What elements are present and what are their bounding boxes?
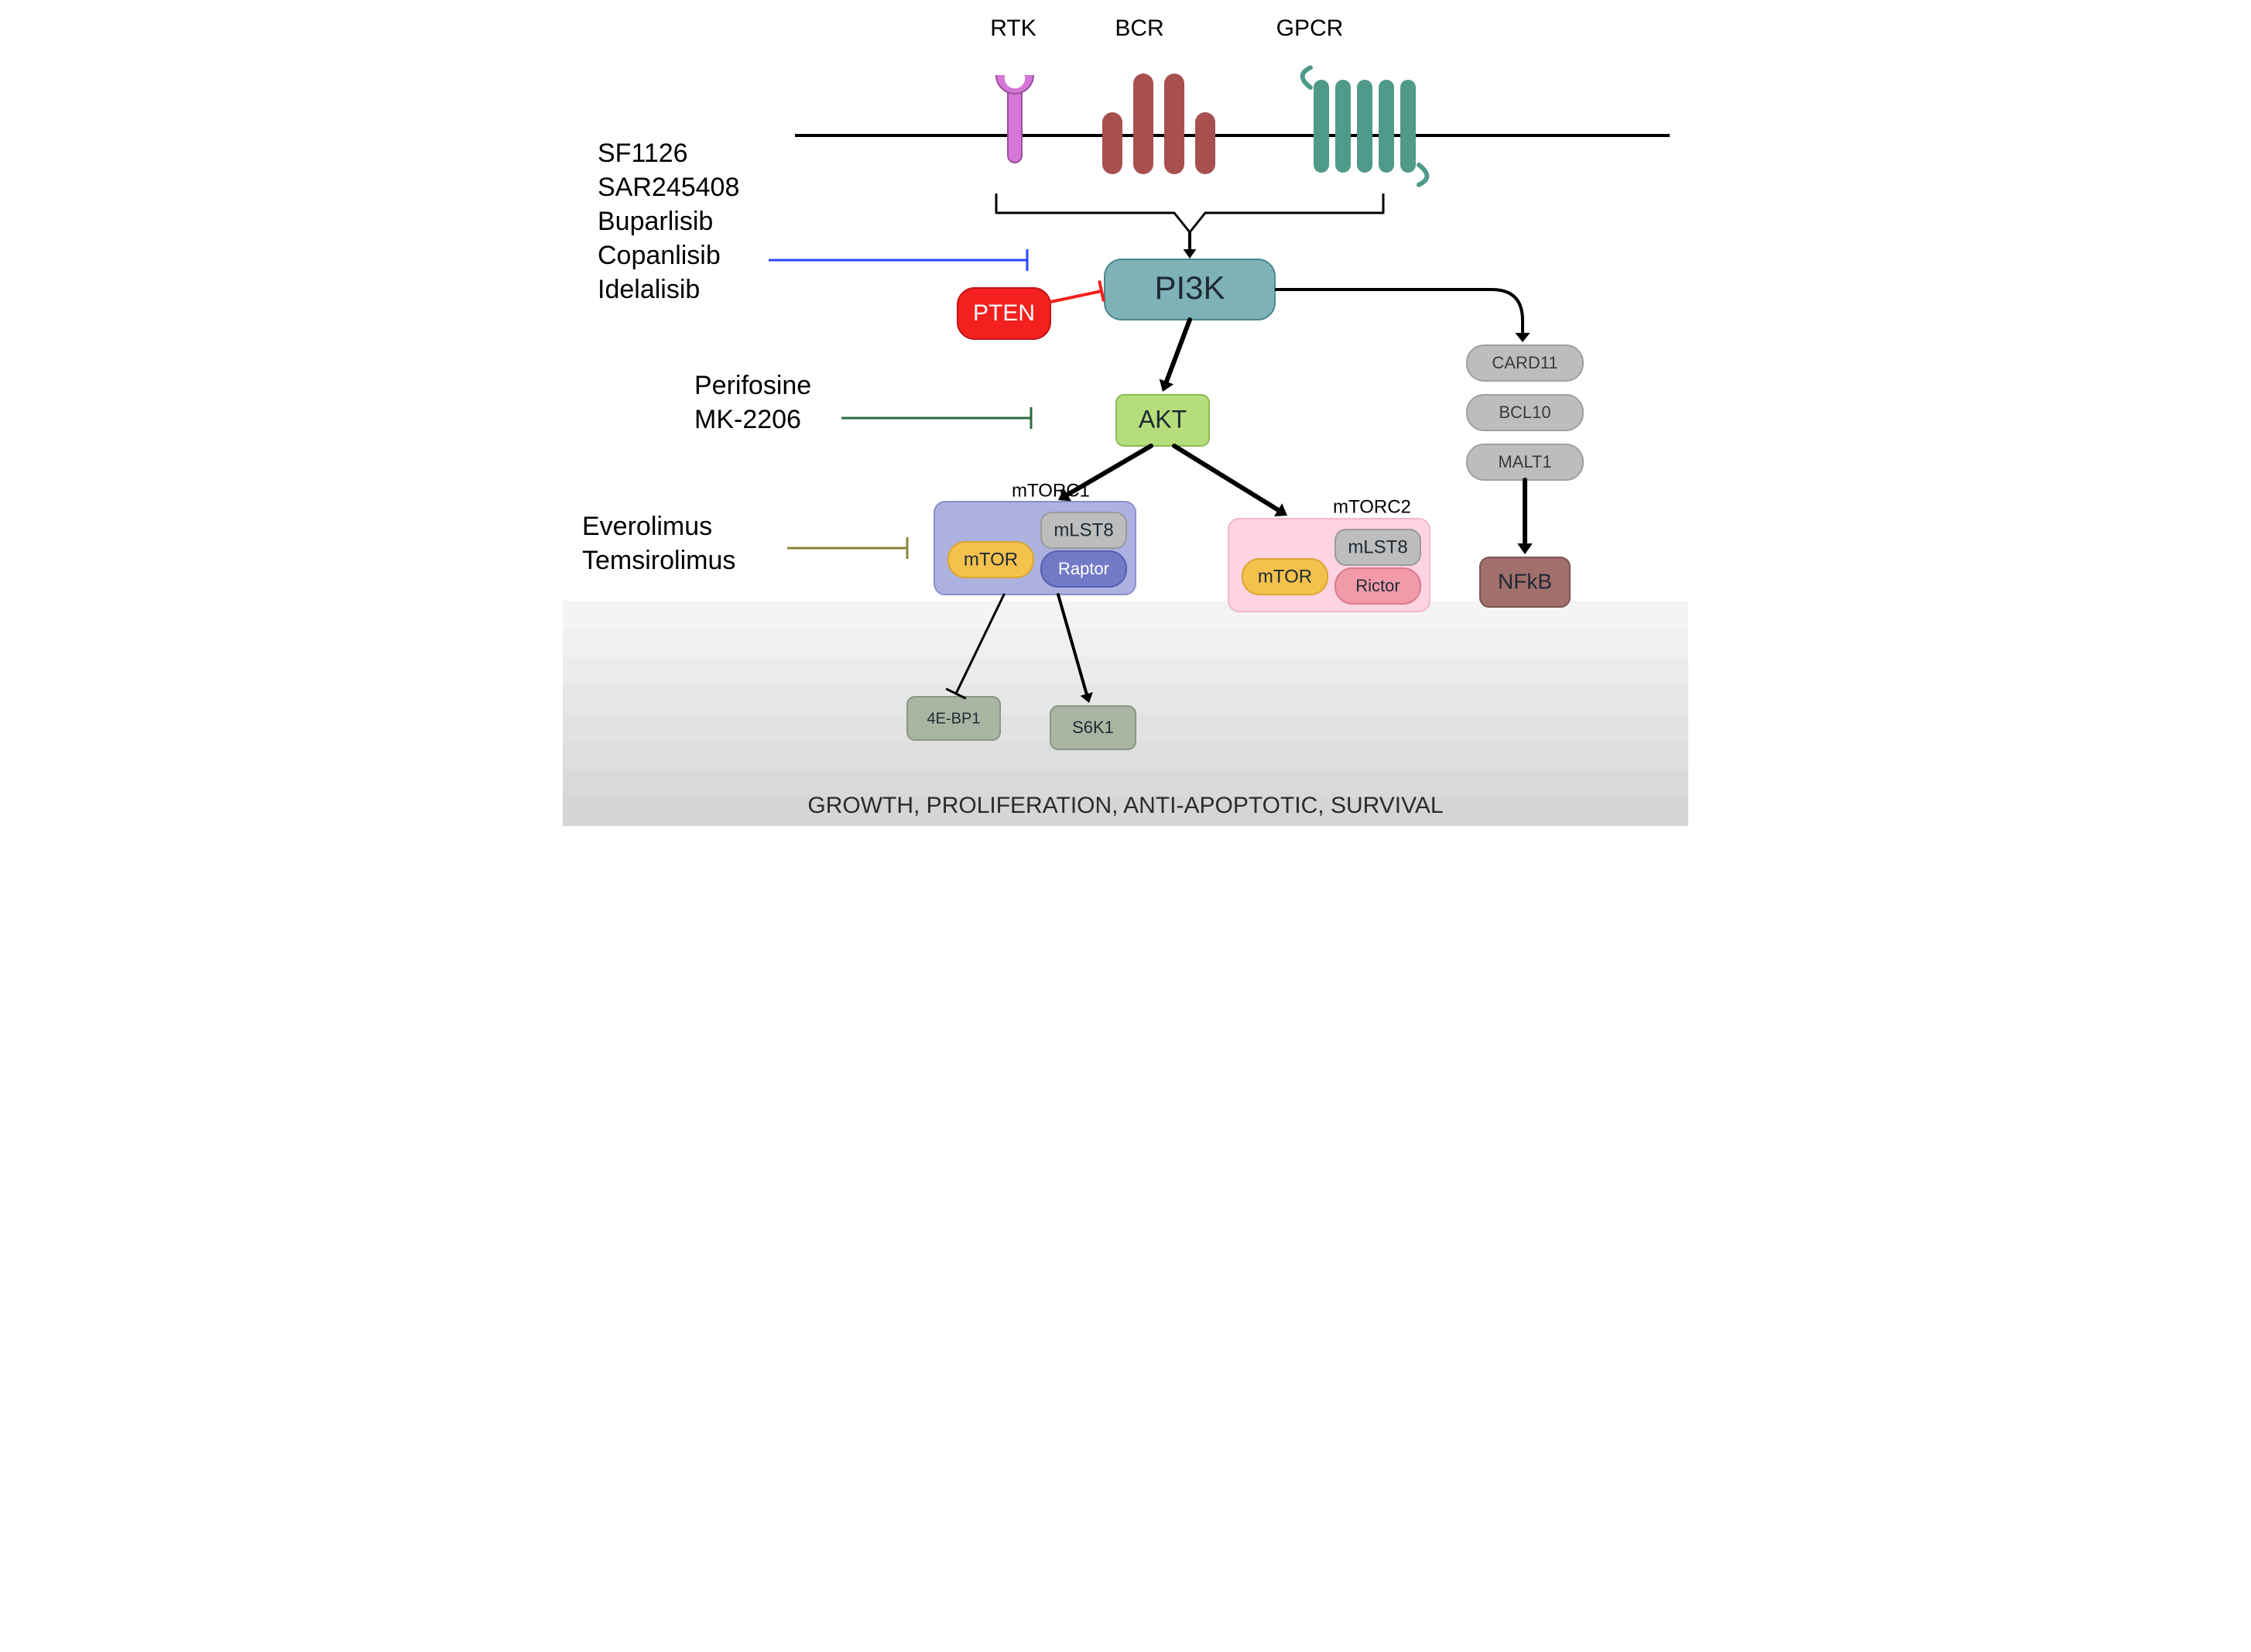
inhibit-pten-to-pi3k <box>1050 282 1103 302</box>
pi3k_inhibitors-item-4: Idelalisib <box>598 275 700 304</box>
mtor_inhibitors-item-1: Temsirolimus <box>582 546 735 575</box>
nfkb-node: NFkB <box>1480 557 1570 607</box>
pi3k-node: PI3K <box>1105 259 1275 320</box>
pathway-diagram: RTK BCR GPCR SF1126 SAR245408 Buparlisib Copan… <box>563 0 1688 826</box>
pten-node: PTEN <box>958 288 1050 339</box>
akt_inhibitors-group: Perifosine MK-2206 <box>694 371 811 434</box>
mlst8-2-label: mLST8 <box>1348 536 1407 557</box>
pi3k_inhibitors-item-0: SF1126 <box>598 139 688 168</box>
mtorc2-label: mTORC2 <box>1333 496 1411 517</box>
card11-label: CARD11 <box>1492 353 1557 372</box>
pi3k_inhibitors-group: SF1126 SAR245408 Buparlisib Copanlisib Idela… <box>598 139 739 304</box>
four-e-bp1-label: 4E-BP1 <box>927 710 981 727</box>
mtor_inhibitors-item-0: Everolimus <box>582 512 712 541</box>
footer-text: GROWTH, PROLIFERATION, ANTI-APOPTOTIC, S… <box>807 793 1443 818</box>
s6k1-label: S6K1 <box>1072 718 1114 737</box>
mlst8-1-label: mLST8 <box>1054 519 1113 540</box>
mtor-1-node: mTOR <box>948 542 1033 578</box>
receptor-bcr <box>1102 74 1215 174</box>
mtor_inhibitors-inhibit-line <box>787 537 907 559</box>
s6k1-node: S6K1 <box>1050 706 1136 749</box>
malt1-node: MALT1 <box>1467 444 1583 480</box>
mtor_inhibitors-group: Everolimus Temsirolimus <box>582 512 735 575</box>
rictor-label: Rictor <box>1355 576 1400 595</box>
receptor-rtk-label: RTK <box>990 15 1036 41</box>
receptor-rtk <box>996 68 1033 163</box>
bcl10-label: BCL10 <box>1499 403 1550 422</box>
svg-canvas: RTK BCR GPCR SF1126 SAR245408 Buparlisib Copan… <box>563 0 1688 826</box>
akt-node: AKT <box>1116 395 1209 446</box>
rictor-node: Rictor <box>1335 568 1420 604</box>
arrow-akt-to-mtorc2 <box>1174 446 1287 516</box>
mtor-1-label: mTOR <box>964 549 1018 570</box>
pi3k_inhibitors-inhibit-line <box>769 249 1027 271</box>
mlst8-1-node: mLST8 <box>1041 512 1126 548</box>
bcl10-node: BCL10 <box>1467 395 1583 430</box>
pten-label: PTEN <box>973 300 1035 326</box>
nfkb-label: NFkB <box>1498 569 1552 593</box>
mtor-2-node: mTOR <box>1242 559 1328 595</box>
akt_inhibitors-item-0: Perifosine <box>694 371 811 400</box>
akt_inhibitors-inhibit-line <box>841 407 1031 429</box>
mtor-2-label: mTOR <box>1258 566 1312 587</box>
four-e-bp1-node: 4E-BP1 <box>907 697 1000 740</box>
malt1-label: MALT1 <box>1498 452 1551 471</box>
pi3k_inhibitors-item-2: Buparlisib <box>598 207 713 236</box>
receptor-gpcr <box>1303 67 1427 184</box>
receptor-bcr-label: BCR <box>1115 15 1163 41</box>
receptor-brace <box>996 194 1383 232</box>
pi3k-label: PI3K <box>1154 269 1225 306</box>
akt-label: AKT <box>1139 405 1187 433</box>
brace-to-pi3k-arrow <box>1184 232 1197 259</box>
arrow-pi3k-to-card11 <box>1275 290 1530 342</box>
pi3k_inhibitors-item-3: Copanlisib <box>598 241 721 270</box>
arrow-akt-to-mtorc1 <box>1058 446 1151 501</box>
receptor-gpcr-label: GPCR <box>1276 15 1344 41</box>
raptor-label: Raptor <box>1058 559 1109 578</box>
mlst8-2-node: mLST8 <box>1335 530 1420 565</box>
arrow-pi3k-to-akt <box>1160 320 1190 392</box>
akt_inhibitors-item-1: MK-2206 <box>694 405 801 434</box>
card11-node: CARD11 <box>1467 345 1583 381</box>
arrow-malt1-to-nfkb <box>1517 480 1533 554</box>
raptor-node: Raptor <box>1041 551 1126 587</box>
pi3k_inhibitors-item-1: SAR245408 <box>598 173 739 202</box>
